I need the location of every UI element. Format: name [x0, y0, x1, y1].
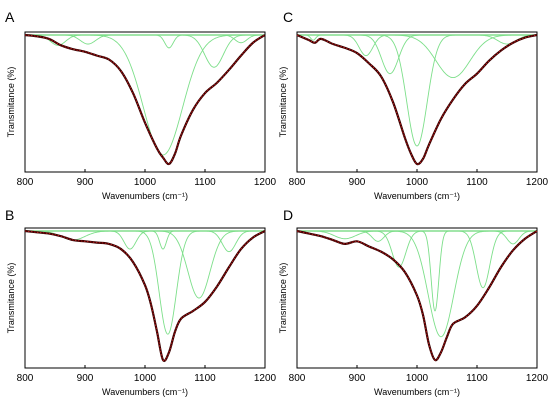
x-tick-label: 1100: [466, 177, 488, 188]
x-tick-label: 900: [349, 373, 366, 384]
x-tick-label: 1200: [254, 373, 277, 384]
panel-c: C 800 900 1000 1100 1200 Wavenumbers (cm⁻¹) Tra…: [278, 9, 549, 201]
x-tick-label: 900: [77, 177, 94, 188]
x-tick-label: 1000: [406, 177, 429, 188]
fit-line: [296, 34, 538, 165]
x-tick-label: 800: [17, 373, 34, 384]
fit-line: [296, 230, 538, 361]
y-axis-title: Transmitance (%): [6, 263, 16, 334]
spectrum-line: [24, 33, 266, 166]
panel-letter-b: B: [5, 207, 14, 223]
component-band-4: [25, 34, 265, 156]
panel-letter-a: A: [5, 9, 15, 25]
component-band-6: [25, 34, 265, 44]
spectrum-line: [24, 229, 266, 363]
x-tick-label: 1200: [526, 177, 549, 188]
panel-a: A 800 900 1000 1100 1200 Wavenumbers (cm⁻¹) Tra…: [5, 9, 277, 201]
plot-frame: [24, 227, 266, 369]
x-tick-label: 900: [349, 177, 366, 188]
plot-frame: [296, 31, 538, 173]
y-axis-title: Transmitance (%): [278, 263, 288, 334]
component-band-2: [297, 34, 537, 57]
spectrum-line: [296, 33, 538, 166]
x-axis-title: Wavenumbers (cm⁻¹): [102, 387, 188, 397]
x-axis-title: Wavenumbers (cm⁻¹): [102, 191, 188, 201]
fit-line: [24, 34, 266, 165]
x-tick-label: 1000: [134, 177, 157, 188]
panel-d: D 800 900 1000 1100 1200 Wavenumbers (cm⁻¹) Tra…: [278, 207, 549, 397]
x-tick-label: 1200: [526, 373, 549, 384]
x-tick-label: 1000: [134, 373, 157, 384]
x-tick-label: 1100: [466, 373, 488, 384]
component-band-4: [297, 230, 537, 312]
x-tick-label: 1200: [254, 177, 277, 188]
component-band-5: [297, 34, 537, 79]
component-band-5: [297, 230, 537, 338]
component-band-7: [297, 230, 538, 245]
panel-letter-d: D: [283, 207, 293, 223]
x-tick-label: 800: [17, 177, 34, 188]
spectrum-line: [296, 229, 538, 362]
x-tick-label: 1000: [406, 373, 429, 384]
y-axis-title: Transmitance (%): [278, 67, 288, 138]
x-axis-title: Wavenumbers (cm⁻¹): [374, 387, 460, 397]
panel-b: B 800 900 1000 1100 1200 Wavenumbers (cm⁻¹) Tra…: [5, 207, 277, 397]
x-tick-label: 1100: [194, 373, 216, 384]
plot-frame: [24, 31, 266, 173]
panel-letter-c: C: [283, 9, 293, 25]
x-axis-title: Wavenumbers (cm⁻¹): [374, 191, 460, 201]
x-tick-label: 1100: [194, 177, 216, 188]
fit-line: [24, 230, 266, 362]
component-band-3: [297, 34, 537, 75]
x-tick-label: 900: [77, 373, 94, 384]
y-axis-title: Transmitance (%): [6, 67, 16, 138]
x-tick-label: 800: [289, 177, 306, 188]
component-band-5: [25, 34, 265, 68]
x-tick-label: 800: [289, 373, 306, 384]
component-band-6: [25, 230, 265, 253]
component-band-6: [297, 34, 538, 45]
